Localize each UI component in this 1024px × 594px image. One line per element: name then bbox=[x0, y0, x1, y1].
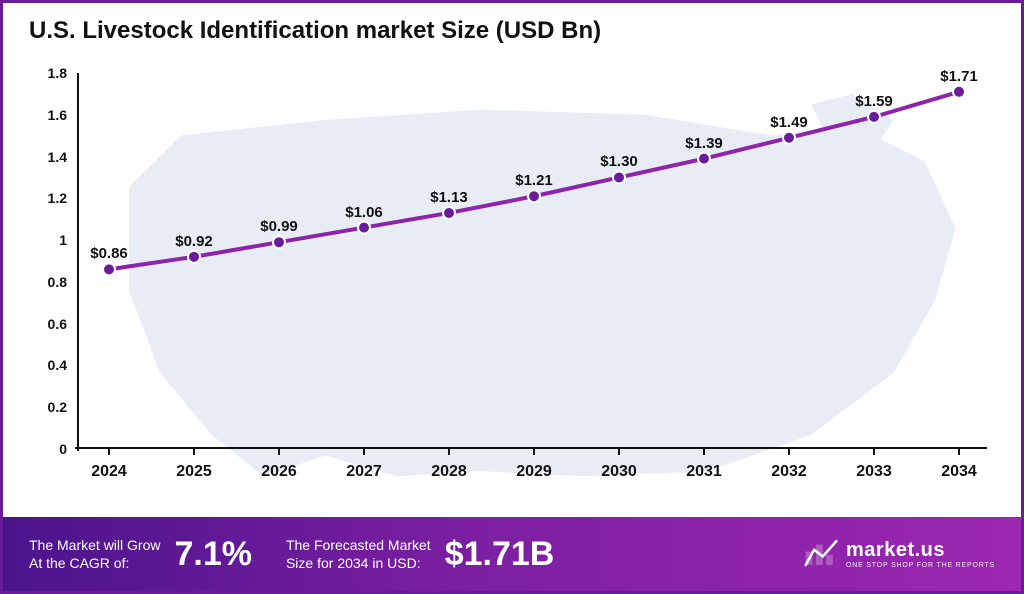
brand-logo-icon bbox=[804, 539, 838, 569]
x-tick: 2033 bbox=[856, 463, 892, 481]
y-tick: 1.2 bbox=[27, 190, 67, 206]
data-point bbox=[103, 263, 115, 275]
brand: market.us ONE STOP SHOP FOR THE REPORTS bbox=[804, 539, 995, 569]
x-tick: 2032 bbox=[771, 463, 807, 481]
cagr-label-line2: At the CAGR of: bbox=[29, 554, 160, 572]
data-label: $1.59 bbox=[855, 93, 893, 110]
chart-title: U.S. Livestock Identification market Siz… bbox=[29, 17, 601, 45]
data-point bbox=[358, 222, 370, 234]
cagr-label: The Market will Grow At the CAGR of: bbox=[29, 536, 160, 572]
y-tick: 0.6 bbox=[27, 316, 67, 332]
data-point bbox=[953, 86, 965, 98]
forecast-label-line1: The Forecasted Market bbox=[286, 536, 431, 554]
data-label: $1.21 bbox=[515, 172, 553, 189]
y-tick: 0.8 bbox=[27, 274, 67, 290]
cagr-value: 7.1% bbox=[174, 535, 252, 574]
data-label: $1.49 bbox=[770, 114, 808, 131]
y-tick: 0 bbox=[27, 441, 67, 457]
x-axis: 2024 2025 2026 2027 2028 2029 2030 2031 2032 2033… bbox=[77, 449, 987, 493]
y-axis: 00.20.40.60.811.21.41.61.8 bbox=[27, 73, 77, 449]
y-tick: 1.6 bbox=[27, 107, 67, 123]
data-point bbox=[528, 190, 540, 202]
x-tick: 2028 bbox=[431, 463, 467, 481]
data-point bbox=[868, 111, 880, 123]
footer-bar: The Market will Grow At the CAGR of: 7.1… bbox=[3, 517, 1021, 591]
brand-name: market.us bbox=[846, 540, 995, 560]
x-tick: 2025 bbox=[176, 463, 212, 481]
x-tick: 2031 bbox=[686, 463, 722, 481]
data-point bbox=[698, 153, 710, 165]
x-tick: 2034 bbox=[941, 463, 977, 481]
forecast-label: The Forecasted Market Size for 2034 in U… bbox=[286, 536, 431, 572]
plot-region: $0.86 $0.92 $0.99 $1.06 $1.13 $1.21 $1.30 $1.39… bbox=[77, 73, 987, 449]
data-point bbox=[443, 207, 455, 219]
data-label: $1.06 bbox=[345, 204, 383, 221]
data-label: $1.71 bbox=[940, 68, 978, 85]
x-tick: 2029 bbox=[516, 463, 552, 481]
data-label: $0.99 bbox=[260, 218, 298, 235]
brand-tagline: ONE STOP SHOP FOR THE REPORTS bbox=[846, 562, 995, 569]
data-point bbox=[188, 251, 200, 263]
data-label: $0.86 bbox=[90, 246, 128, 263]
infographic-frame: U.S. Livestock Identification market Siz… bbox=[0, 0, 1024, 594]
x-tick: 2030 bbox=[601, 463, 637, 481]
y-tick: 0.2 bbox=[27, 399, 67, 415]
x-tick: 2024 bbox=[91, 463, 127, 481]
x-tick: 2026 bbox=[261, 463, 297, 481]
x-tick: 2027 bbox=[346, 463, 382, 481]
line-chart-svg bbox=[77, 73, 987, 449]
y-tick: 1 bbox=[27, 232, 67, 248]
brand-text: market.us ONE STOP SHOP FOR THE REPORTS bbox=[846, 540, 995, 569]
data-label: $1.30 bbox=[600, 154, 638, 171]
data-label: $0.92 bbox=[175, 233, 213, 250]
y-tick: 1.8 bbox=[27, 65, 67, 81]
forecast-value: $1.71B bbox=[445, 535, 555, 574]
chart-area: 00.20.40.60.811.21.41.61.8 $0.86$0.92$0.… bbox=[27, 63, 997, 493]
cagr-label-line1: The Market will Grow bbox=[29, 536, 160, 554]
y-tick: 1.4 bbox=[27, 149, 67, 165]
data-point bbox=[273, 236, 285, 248]
data-label: $1.39 bbox=[685, 135, 723, 152]
forecast-label-line2: Size for 2034 in USD: bbox=[286, 554, 431, 572]
y-tick: 0.4 bbox=[27, 357, 67, 373]
data-point bbox=[613, 171, 625, 183]
data-label: $1.13 bbox=[430, 189, 468, 206]
data-point bbox=[783, 132, 795, 144]
